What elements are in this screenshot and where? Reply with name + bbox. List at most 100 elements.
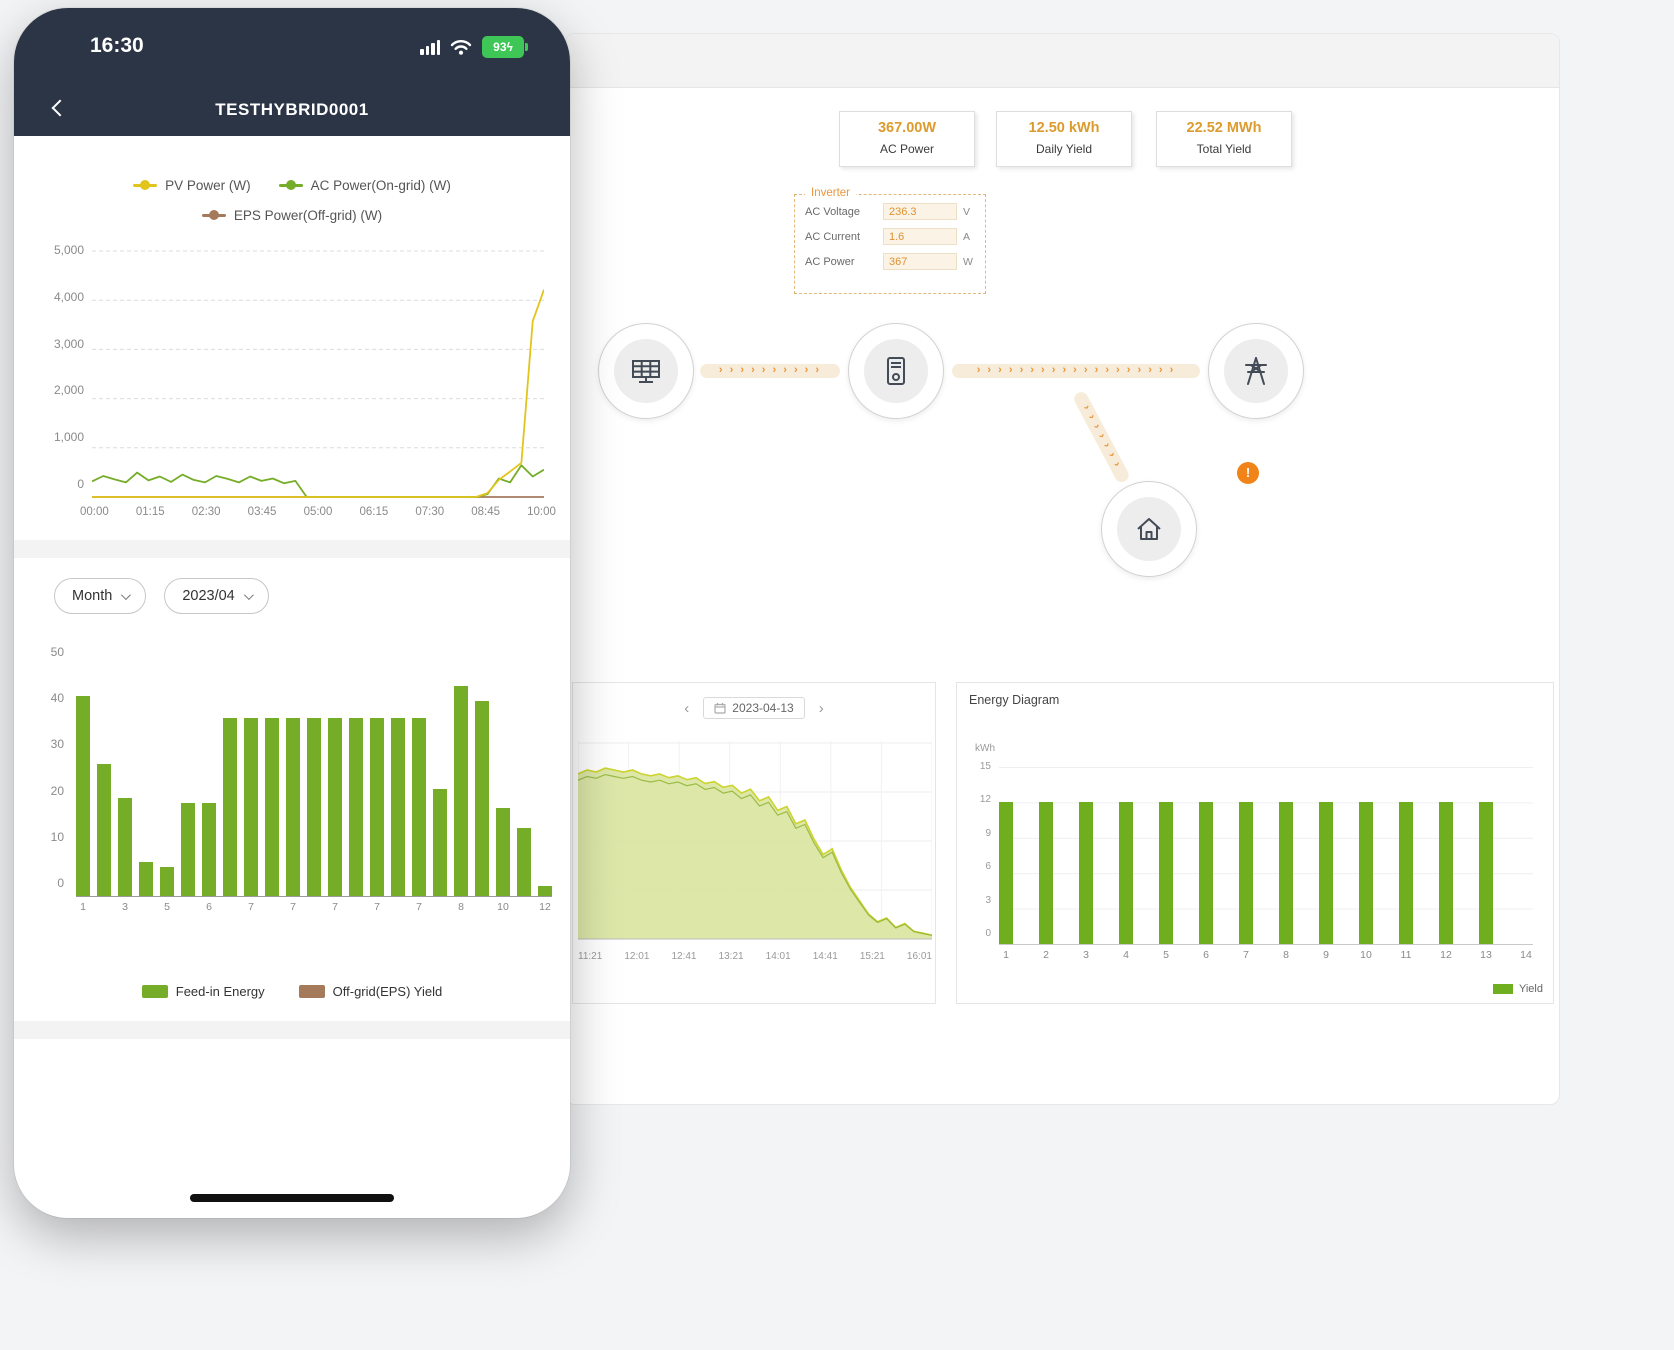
node-home (1101, 481, 1197, 577)
inverter-row: AC Power 367 W (805, 253, 975, 270)
bar (1319, 802, 1333, 944)
prev-day-button[interactable]: ‹ (684, 699, 690, 717)
bar (181, 803, 195, 896)
legend-marker (278, 180, 303, 190)
bar (391, 718, 405, 896)
bar (1199, 802, 1213, 944)
bar (1079, 802, 1093, 944)
bar-slot: 12 (1439, 767, 1453, 961)
bar (76, 696, 90, 896)
line-chart-plot (92, 250, 544, 498)
tick-label: 0 (985, 927, 991, 939)
web-dashboard: 367.00W AC Power 12.50 kWh Daily Yield 2… (565, 33, 1560, 1105)
bar (1119, 802, 1133, 944)
tick-label: 1,000 (53, 430, 84, 445)
inverter-row-value: 236.3 (883, 203, 957, 220)
energy-legend[interactable]: Yield (1492, 983, 1543, 995)
tick-label: 06:15 (359, 506, 389, 518)
legend-item-pv-power[interactable]: PV Power (W) (133, 178, 251, 193)
bar (496, 808, 510, 896)
next-day-button[interactable]: › (818, 699, 824, 717)
tick-label: 02:30 (191, 506, 221, 518)
flow-arrow-pv-to-inverter: › › › › › › › › › › (700, 364, 840, 378)
chevron-down-icon (121, 589, 132, 600)
tick-label: 07:30 (415, 506, 445, 518)
bar-slot: 11 (1399, 767, 1413, 961)
bar (1399, 802, 1413, 944)
period-dropdown[interactable]: Month (54, 578, 147, 614)
home-indicator[interactable] (190, 1194, 394, 1202)
energy-diagram-panel: Energy Diagram kWh 15 12 9 6 3 0 1 2 3 4 5 6 7 8 9 10 1… (956, 682, 1554, 1004)
tick-label: 5 (164, 901, 170, 913)
tick-label: 4 (1123, 949, 1129, 961)
device-title: TESTHYBRID0001 (215, 100, 369, 119)
daily-chart-x-axis: 11:21 12:01 12:41 13:21 14:01 14:41 15:21 16:01 (578, 951, 932, 962)
inverter-panel-title: Inverter (805, 187, 856, 199)
inverter-row-unit: V (963, 205, 971, 218)
legend-item-ac-power[interactable]: AC Power(On-grid) (W) (278, 178, 451, 193)
tick-label: 4,000 (53, 289, 84, 304)
daily-power-area-chart (578, 741, 932, 940)
legend-item-feed-in[interactable]: Feed-in Energy (141, 984, 265, 999)
tick-label: 9 (1323, 949, 1329, 961)
inverter-row-unit: W (963, 255, 973, 268)
month-dropdown[interactable]: 2023/04 (164, 578, 269, 614)
tick-label: 30 (50, 737, 64, 752)
signal-icon (420, 39, 440, 55)
bar (1039, 802, 1053, 944)
bar-chart-y-axis: 50 40 30 20 10 0 (24, 645, 64, 890)
phone-header: 16:30 93ϟ TESTHYBRID0001 (14, 8, 570, 136)
tick-label: 10 (1360, 949, 1372, 961)
bar-slot: 7 (412, 652, 426, 913)
bar-slot (349, 652, 363, 896)
tick-label: 8 (1283, 949, 1289, 961)
legend-item-off-grid[interactable]: Off-grid(EPS) Yield (298, 984, 442, 999)
legend-item-eps-power[interactable]: EPS Power(Off-grid) (W) (201, 208, 382, 223)
period-value: Month (72, 588, 113, 604)
tick-label: 13:21 (718, 951, 744, 962)
tick-label: 6 (985, 861, 991, 873)
line-chart-x-axis: 00:00 01:15 02:30 03:45 05:00 06:15 07:30 08:45… (80, 506, 556, 518)
date-picker[interactable]: 2023-04-13 (703, 697, 805, 719)
flow-arrow-inverter-to-home: › › › › › › › (1071, 389, 1132, 485)
bar (999, 802, 1013, 944)
tick-label: 3 (122, 901, 128, 913)
legend-label: Feed-in Energy (175, 984, 265, 999)
tick-label: 16:01 (906, 951, 932, 962)
tick-label: 11 (1400, 949, 1412, 961)
wifi-icon (450, 39, 472, 55)
tick-label: 7 (332, 901, 338, 913)
bar (1479, 802, 1493, 944)
tick-label: 8 (458, 901, 464, 913)
inverter-row-label: AC Voltage (805, 205, 861, 218)
bar (538, 886, 552, 896)
bar (286, 718, 300, 896)
bar-slot (97, 652, 111, 896)
tick-label: 14:41 (812, 951, 838, 962)
tick-label: 05:00 (303, 506, 333, 518)
home-icon (1117, 497, 1181, 561)
tick-label: 1 (80, 901, 86, 913)
bar (223, 718, 237, 896)
bar (118, 798, 132, 896)
tick-label: 12 (1440, 949, 1452, 961)
inverter-panel: Inverter AC Voltage 236.3 V AC Current 1… (794, 187, 986, 294)
tick-label: 0 (57, 875, 64, 890)
grid-tower-icon (1224, 339, 1288, 403)
tick-label: 2 (1043, 949, 1049, 961)
bar (244, 718, 258, 896)
tick-label: 5 (1163, 949, 1169, 961)
inverter-row-value: 367 (883, 253, 957, 270)
inverter-row-label: AC Power (805, 255, 855, 268)
inverter-row-value: 1.6 (883, 228, 957, 245)
bar-slot: 6 (202, 652, 216, 913)
chevron-down-icon (243, 589, 254, 600)
legend-marker (133, 180, 158, 190)
stat-total-yield: 22.52 MWh Total Yield (1156, 111, 1292, 167)
tick-label: 50 (50, 645, 64, 659)
inverter-icon (864, 339, 928, 403)
bar-slot: 8 (1279, 767, 1293, 961)
bar-slot: 8 (454, 652, 468, 913)
bar-slot (265, 652, 279, 896)
calendar-icon (714, 703, 726, 714)
